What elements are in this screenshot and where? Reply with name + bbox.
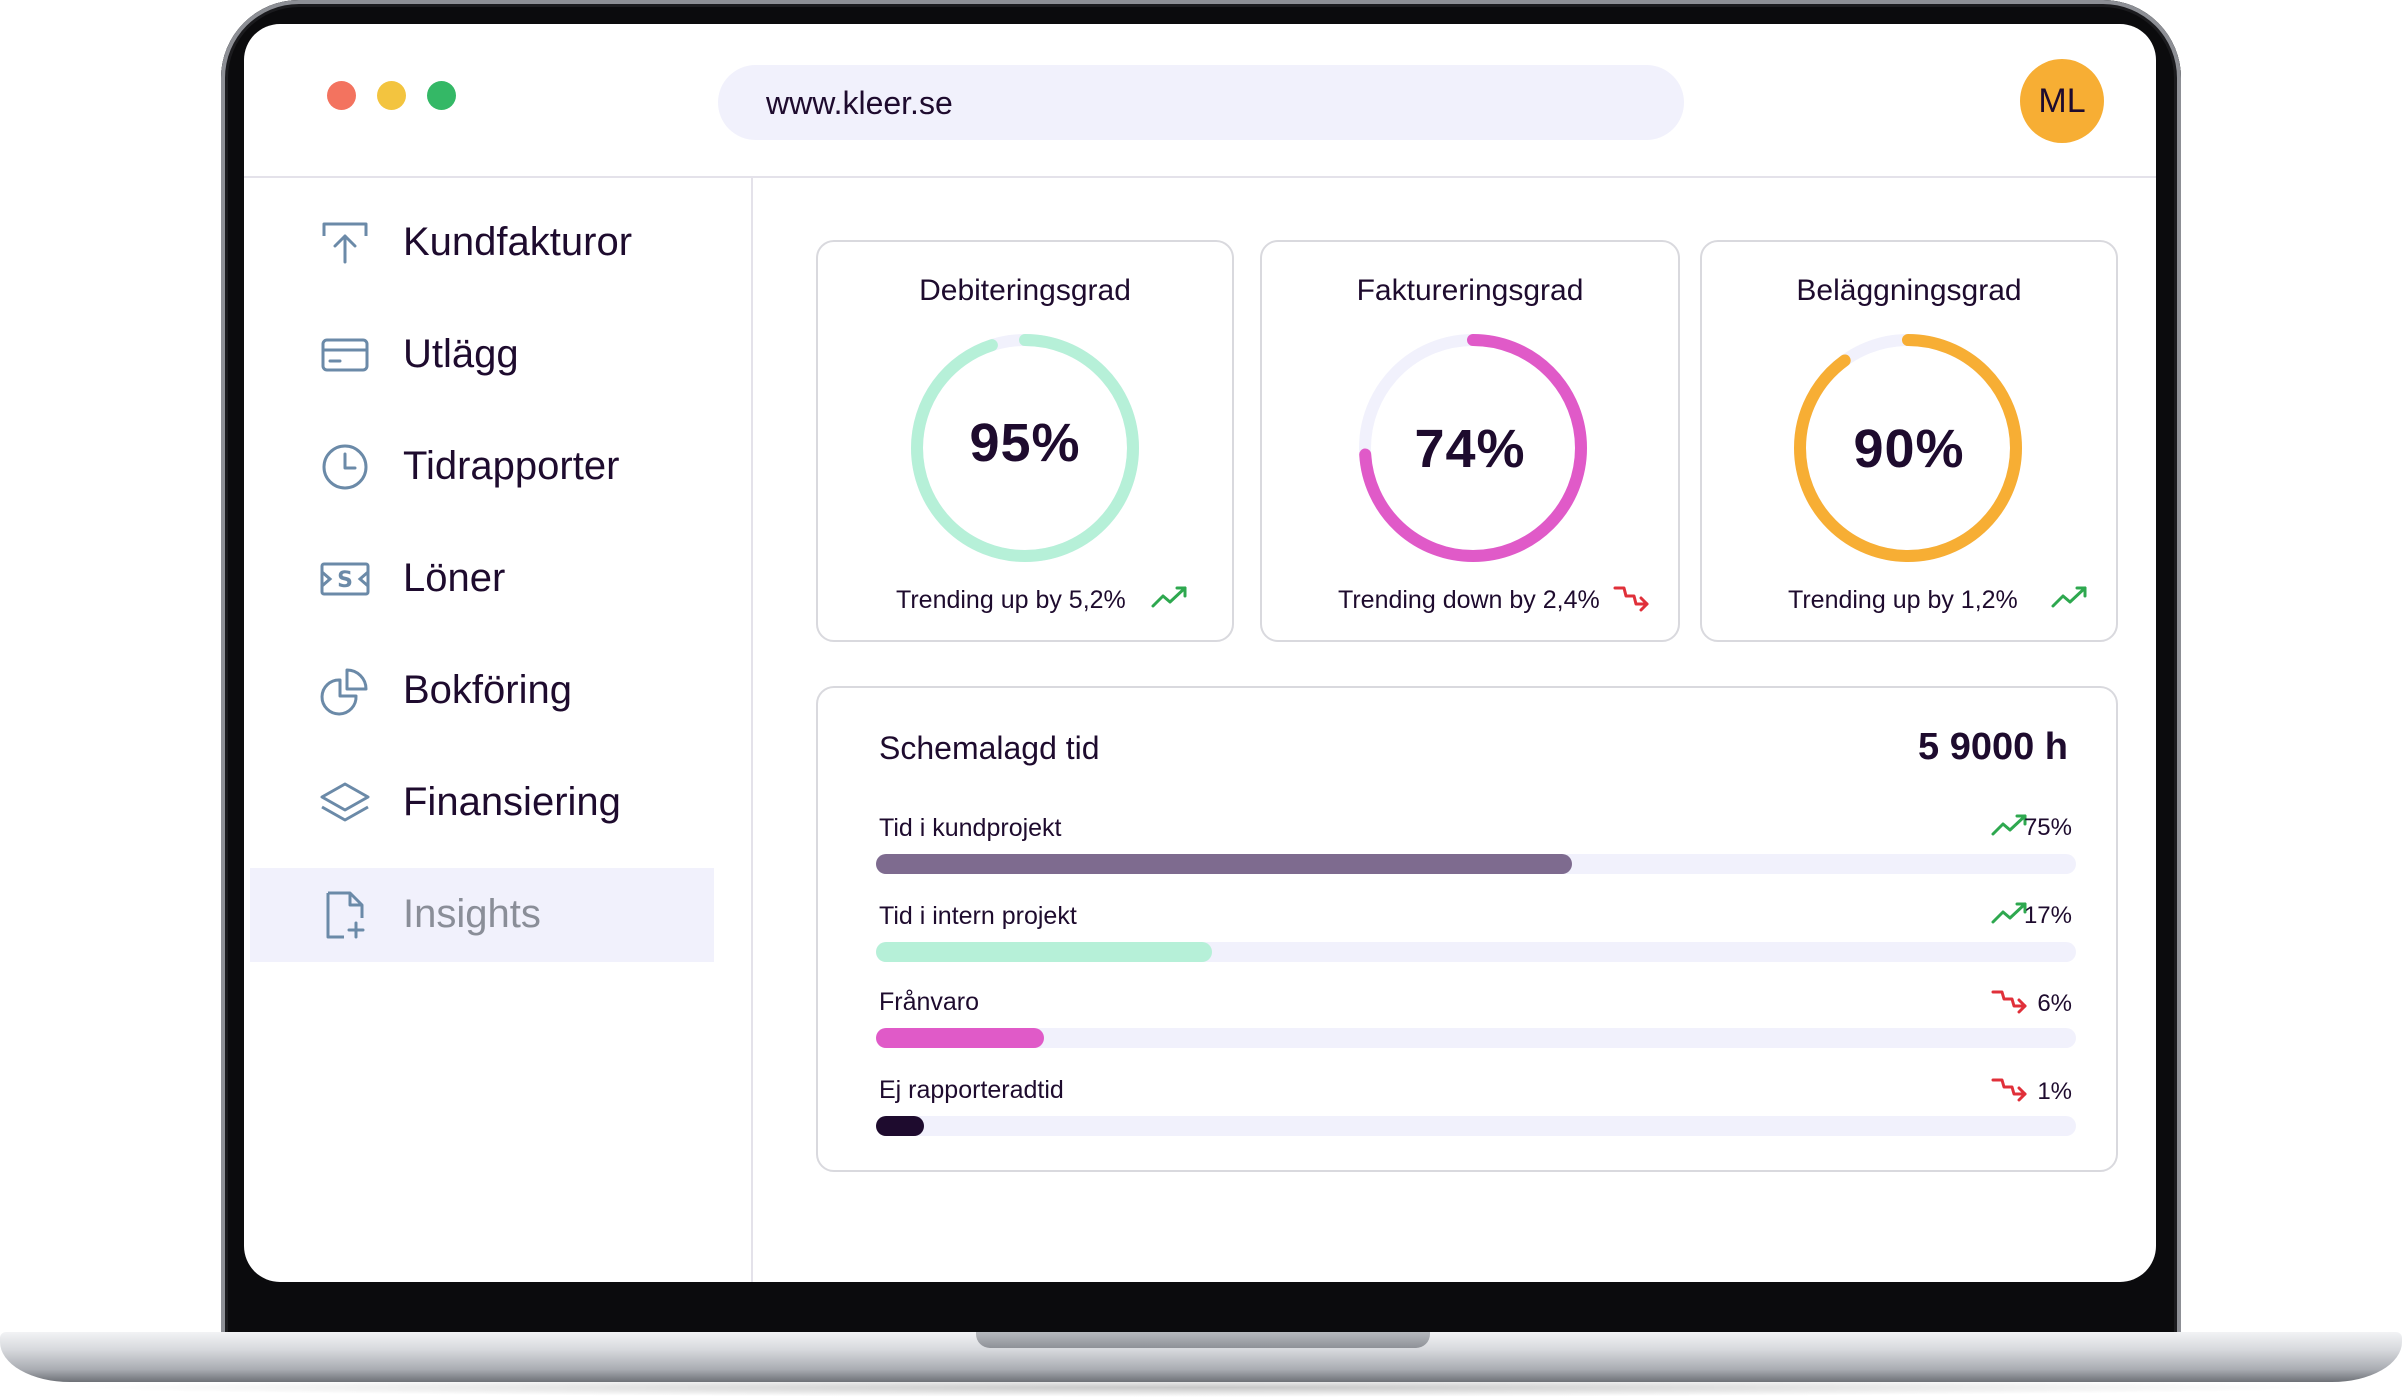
sidebar: Kundfakturor Utlägg Tidrapporter S Löne [244, 178, 753, 1282]
browser-topbar: www.kleer.se ML [244, 24, 2156, 178]
kpi-value: 74% [1414, 419, 1526, 479]
kpi-title: Debiteringsgrad [919, 274, 1131, 307]
credit-card-icon [321, 338, 369, 372]
sidebar-item-label: Bokföring [403, 668, 572, 712]
upload-icon [322, 222, 368, 264]
kpi-title: Faktureringsgrad [1356, 274, 1584, 307]
sidebar-item-label: Finansiering [403, 780, 621, 824]
kpi-value: 90% [1853, 419, 1965, 479]
sidebar-item-kundfakturor[interactable]: Kundfakturor [250, 196, 714, 290]
schedule-row-percent: 75% [2023, 814, 2072, 841]
kpi-card-belaggningsgrad[interactable]: Beläggningsgrad 90% Trending up by 1,2% [1700, 240, 2118, 642]
sidebar-item-loner[interactable]: S Löner [250, 532, 714, 626]
progress-track [876, 1116, 2076, 1136]
sidebar-item-label: Tidrapporter [403, 444, 620, 488]
laptop-notch [976, 1332, 1430, 1348]
schedule-row-percent: 1% [2037, 1078, 2072, 1105]
file-plus-icon [326, 891, 365, 939]
kpi-value: 95% [969, 413, 1081, 473]
progress-fill [876, 1116, 924, 1136]
pie-chart-icon [320, 668, 368, 716]
trend-down-icon [1991, 1078, 2027, 1102]
window-close-dot[interactable] [327, 81, 356, 110]
schedule-row-percent: 6% [2037, 990, 2072, 1017]
sidebar-item-label: Löner [403, 556, 506, 600]
address-bar-url: www.kleer.se [766, 85, 953, 121]
schedule-row-label: Tid i intern projekt [879, 902, 1077, 930]
progress-track [876, 854, 2076, 874]
schedule-row-label: Ej rapporteradtid [879, 1076, 1064, 1104]
layers-icon [320, 782, 370, 822]
progress-ring [1359, 334, 1587, 562]
progress-ring [1794, 334, 2022, 562]
laptop-shadow [60, 1378, 2342, 1397]
svg-text:S: S [337, 568, 353, 593]
sidebar-item-finansiering[interactable]: Finansiering [250, 756, 714, 850]
sidebar-item-utlagg[interactable]: Utlägg [250, 308, 714, 402]
progress-ring [911, 334, 1139, 562]
trend-up-icon [1151, 586, 1187, 608]
trend-down-icon [1991, 990, 2027, 1014]
trend-up-icon [1991, 902, 2027, 924]
trend-up-icon [2051, 586, 2087, 608]
schedule-card: Schemalagd tid 5 9000 h Tid i kundprojek… [816, 686, 2118, 1172]
schedule-title: Schemalagd tid [879, 730, 1100, 766]
progress-fill [876, 854, 1572, 874]
sidebar-item-label: Insights [403, 892, 541, 936]
trend-down-icon [1613, 586, 1649, 612]
window-maximize-dot[interactable] [427, 81, 456, 110]
progress-track [876, 1028, 2076, 1048]
kpi-card-debiteringsgrad[interactable]: Debiteringsgrad 95% Trending up by 5,2% [816, 240, 1234, 642]
progress-fill [876, 1028, 1044, 1048]
browser-window: www.kleer.se ML Kundfakturor Utlägg [244, 24, 2156, 1282]
kpi-title: Beläggningsgrad [1796, 274, 2022, 307]
sidebar-item-label: Kundfakturor [403, 220, 633, 264]
schedule-row-percent: 17% [2023, 902, 2072, 929]
trend-up-icon [1991, 814, 2027, 836]
sidebar-item-label: Utlägg [403, 332, 519, 376]
sidebar-item-insights[interactable]: Insights [250, 868, 714, 962]
schedule-row-label: Frånvaro [879, 988, 980, 1016]
schedule-row-label: Tid i kundprojekt [879, 814, 1062, 842]
schedule-total: 5 9000 h [1918, 726, 2068, 768]
money-icon: S [320, 562, 370, 596]
window-minimize-dot[interactable] [377, 81, 406, 110]
trend-text: Trending up by 1,2% [1788, 586, 2018, 614]
trend-text: Trending up by 5,2% [896, 586, 1126, 614]
sidebar-item-tidrapporter[interactable]: Tidrapporter [250, 420, 714, 514]
address-bar[interactable]: www.kleer.se [718, 65, 1684, 140]
progress-fill [876, 942, 1212, 962]
user-avatar[interactable]: ML [2020, 59, 2104, 143]
clock-icon [322, 444, 368, 490]
trend-text: Trending down by 2,4% [1338, 586, 1600, 614]
progress-track [876, 942, 2076, 962]
sidebar-item-bokforing[interactable]: Bokföring [250, 644, 714, 738]
kpi-card-faktureringsgrad[interactable]: Faktureringsgrad 74% Trending down by 2,… [1260, 240, 1680, 642]
